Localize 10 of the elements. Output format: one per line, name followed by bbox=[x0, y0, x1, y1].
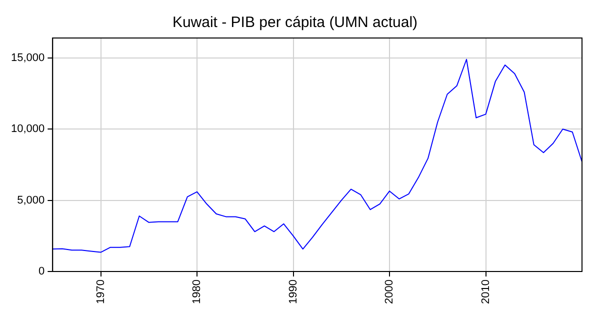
y-tick-label: 10,000 bbox=[10, 123, 45, 136]
x-tick-label: 2010 bbox=[480, 280, 492, 304]
x-tick-label: 1990 bbox=[287, 280, 300, 304]
x-tick-label: 1980 bbox=[191, 280, 204, 304]
y-tick-label: 15,000 bbox=[10, 52, 45, 64]
y-tick-label: 0 bbox=[38, 266, 45, 278]
y-tick-label: 5,000 bbox=[17, 194, 45, 206]
x-tick-label: 2000 bbox=[384, 280, 396, 304]
x-tick-label: 1970 bbox=[94, 280, 107, 304]
chart-title: Kuwait - PIB per cápita (UMN actual) bbox=[172, 14, 418, 32]
